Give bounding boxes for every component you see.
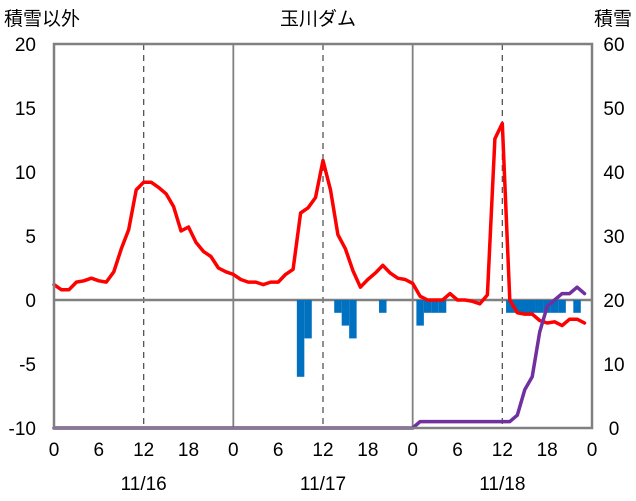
x-tick-label: 18 [357, 440, 378, 461]
y-left-tick-label: 10 [15, 163, 36, 184]
x-tick-label: 6 [273, 440, 284, 461]
bar [334, 300, 342, 313]
chart-title: 玉川ダム [280, 8, 356, 30]
x-tick-label: 12 [133, 440, 154, 461]
y-left-tick-label: -5 [19, 355, 36, 376]
bar [438, 300, 447, 313]
bar [506, 300, 514, 313]
x-tick-label: 6 [94, 440, 105, 461]
bar [431, 300, 439, 313]
y-right-tick-label: 60 [603, 35, 624, 56]
x-tick-label: 18 [178, 440, 199, 461]
bar [341, 300, 350, 326]
bar [423, 300, 432, 313]
y-left-axis: 20 15 10 5 0 -5 -10 [9, 35, 36, 440]
y-right-tick-label: 30 [603, 227, 624, 248]
x-tick-label: 0 [49, 440, 60, 461]
line-series [52, 121, 587, 430]
x-tick-label: 18 [537, 440, 558, 461]
day-label: 11/17 [300, 474, 346, 495]
bar [550, 300, 559, 313]
snow-depth-line [52, 285, 587, 430]
y-right-tick-label: 0 [609, 419, 620, 440]
grid [54, 44, 592, 428]
x-axis: 0 6 12 18 0 6 12 18 0 6 12 18 0 11/16 11/17 11/18 [49, 440, 598, 495]
plot-frame [52, 42, 594, 430]
bar [379, 300, 387, 313]
y-left-title: 積雪以外 [4, 8, 80, 30]
y-right-axis: 60 50 40 30 20 10 0 [603, 35, 624, 440]
y-right-tick-label: 20 [603, 291, 624, 312]
bar [296, 300, 305, 377]
day-label: 11/16 [121, 474, 167, 495]
day-label: 11/18 [479, 474, 525, 495]
bar [528, 300, 536, 313]
bar [535, 300, 544, 313]
x-tick-label: 6 [452, 440, 463, 461]
y-right-tick-label: 40 [603, 163, 624, 184]
x-tick-label: 0 [228, 440, 239, 461]
value-line [52, 121, 587, 328]
bar [513, 300, 522, 313]
bar [573, 300, 581, 313]
x-tick-label: 12 [312, 440, 333, 461]
x-tick-label: 12 [492, 440, 513, 461]
bar [558, 300, 566, 313]
y-right-title: 積雪 [594, 8, 632, 30]
bar [416, 300, 424, 326]
y-right-tick-label: 10 [603, 355, 624, 376]
y-left-tick-label: 15 [15, 99, 36, 120]
y-left-tick-label: -10 [9, 419, 36, 440]
bar [521, 300, 529, 313]
bar [349, 300, 357, 339]
y-right-tick-label: 50 [603, 99, 624, 120]
y-left-tick-label: 0 [25, 291, 36, 312]
y-left-tick-label: 5 [25, 227, 36, 248]
bar [304, 300, 312, 339]
y-left-tick-label: 20 [15, 35, 36, 56]
x-tick-label: 0 [587, 440, 598, 461]
x-tick-label: 0 [407, 440, 418, 461]
